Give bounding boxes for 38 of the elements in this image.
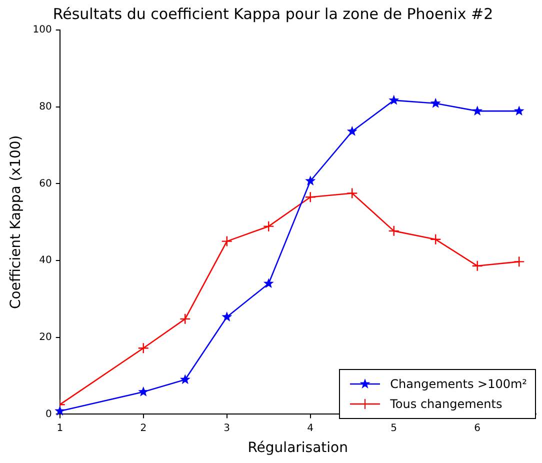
point xyxy=(180,374,190,384)
point xyxy=(346,188,358,199)
point xyxy=(430,234,442,245)
point xyxy=(138,342,149,354)
x-tick-label: 4 xyxy=(307,422,314,434)
point xyxy=(263,220,274,232)
y-tick-label: 0 xyxy=(46,408,52,420)
x-tick-label: 6 xyxy=(474,422,481,434)
x-axis-title: Régularisation xyxy=(248,440,348,456)
legend-label: Changements >100m² xyxy=(390,376,527,393)
point xyxy=(514,256,525,268)
point xyxy=(430,98,441,108)
point xyxy=(472,106,483,116)
point xyxy=(305,175,316,186)
legend-label: Tous changements xyxy=(390,396,502,413)
point xyxy=(54,406,66,416)
point xyxy=(388,94,400,105)
point xyxy=(346,126,358,136)
y-axis-title: Coefficient Kappa (x100) xyxy=(8,135,24,309)
point xyxy=(138,386,149,396)
x-tick-label: 1 xyxy=(56,422,64,434)
point xyxy=(388,225,400,237)
point xyxy=(514,106,524,116)
chart-title: Résultats du coefficient Kappa pour la zone de Phoenix #2 xyxy=(52,4,494,23)
y-tick-label: 40 xyxy=(39,255,52,266)
point xyxy=(472,260,483,272)
x-tick-label: 2 xyxy=(140,422,147,434)
y-tick-label: 100 xyxy=(32,24,52,36)
point xyxy=(180,313,191,325)
y-tick-label: 20 xyxy=(39,332,52,343)
point xyxy=(221,236,232,247)
point xyxy=(222,312,232,322)
point xyxy=(263,278,274,288)
y-tick-label: 80 xyxy=(39,101,52,112)
point xyxy=(304,192,316,203)
y-tick-label: 60 xyxy=(39,178,52,190)
x-tick-label: 3 xyxy=(224,422,230,434)
x-tick-label: 5 xyxy=(390,422,398,434)
